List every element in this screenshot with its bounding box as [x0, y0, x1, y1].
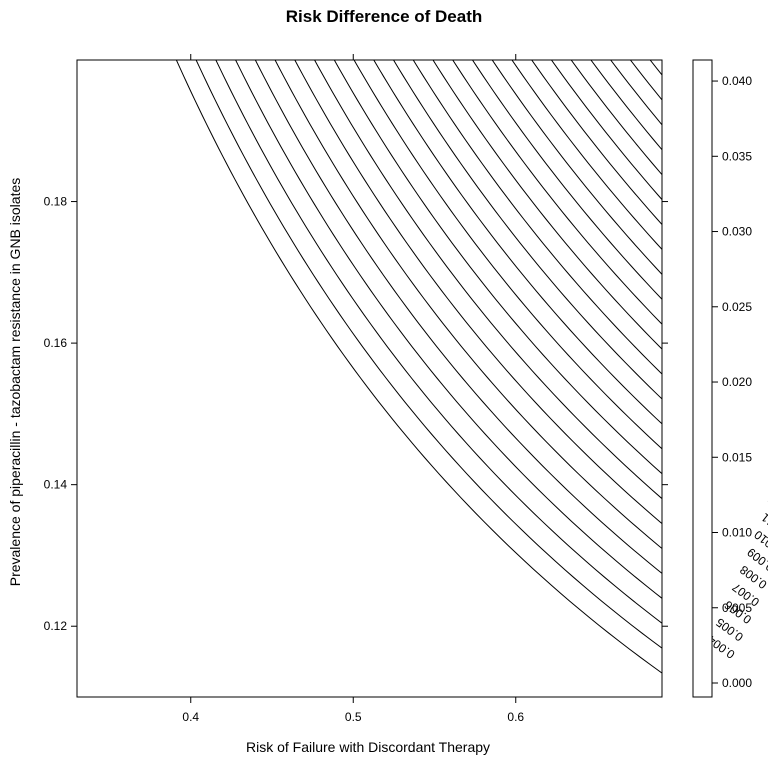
- y-tick-label: 0.14: [44, 478, 68, 492]
- colorkey-tick-label: 0.035: [722, 149, 752, 163]
- contour-line: [432, 60, 662, 350]
- colorkey-tick-label: 0.000: [722, 676, 752, 690]
- colorkey-tick-label: 0.015: [722, 450, 752, 464]
- contour-lines: [175, 60, 662, 674]
- contour-line: [570, 60, 662, 176]
- colorkey-tick-label: 0.005: [722, 601, 752, 615]
- contour-line: [215, 60, 662, 624]
- x-tick-label: 0.4: [182, 710, 199, 724]
- plot-area: 0.4 0.5 0.60.120.140.160.180.0040.0050.006…: [44, 54, 768, 724]
- y-tick-label: 0.18: [44, 195, 68, 209]
- contour-line: [491, 60, 662, 276]
- x-axis-label: Risk of Failure with Discordant Therapy: [246, 739, 490, 755]
- x-tick-label: 0.6: [507, 710, 524, 724]
- contour-line: [472, 60, 662, 300]
- colorkey-box: [692, 59, 713, 698]
- contour-line: [551, 60, 662, 201]
- colorkey-tick-label: 0.020: [722, 375, 752, 389]
- y-tick-label: 0.16: [44, 336, 68, 350]
- contour-line: [393, 60, 662, 400]
- contour-line: [353, 60, 662, 450]
- contour-line: [254, 60, 662, 575]
- contour-line: [412, 60, 662, 375]
- colorkey-tick-label: 0.025: [722, 300, 752, 314]
- contour-line: [373, 60, 662, 425]
- contour-line: [333, 60, 662, 475]
- contour-line: [511, 60, 662, 251]
- contour-line: [235, 60, 662, 599]
- contour-line: [531, 60, 662, 226]
- colorkey-tick-label: 0.030: [722, 225, 752, 239]
- colorkey-tick-label: 0.010: [722, 526, 752, 540]
- contour-label: 0.011: [758, 510, 768, 539]
- chart-title: Risk Difference of Death: [286, 7, 483, 26]
- colorkey: 0.000 0.005 0.010 0.015 0.020 0.025 0.030 0.035…: [692, 59, 752, 698]
- colorkey-tick-label: 0.040: [722, 74, 752, 88]
- y-axis-label: Prevalence of piperacillin - tazobactam …: [7, 178, 23, 587]
- plot-frame: [76, 59, 663, 698]
- x-tick-label: 0.5: [345, 710, 362, 724]
- y-tick-label: 0.12: [44, 619, 68, 633]
- contour-line: [274, 60, 662, 550]
- contour-line: [452, 60, 662, 325]
- contour-line: [294, 60, 662, 525]
- contour-line: [314, 60, 662, 500]
- contour-line: [195, 60, 662, 649]
- contour-line: [175, 60, 662, 674]
